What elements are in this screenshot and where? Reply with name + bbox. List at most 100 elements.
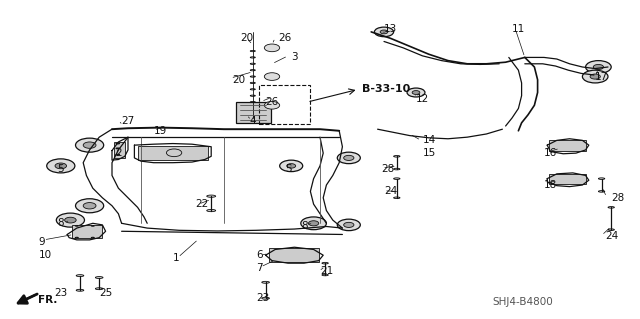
Ellipse shape — [598, 190, 605, 192]
Text: 14: 14 — [422, 135, 436, 145]
Ellipse shape — [76, 225, 78, 226]
Circle shape — [374, 27, 394, 37]
Bar — [138, 146, 208, 160]
Text: 23: 23 — [256, 293, 269, 303]
Ellipse shape — [394, 155, 400, 157]
Ellipse shape — [95, 288, 103, 290]
Text: 12: 12 — [416, 94, 429, 104]
Circle shape — [593, 64, 604, 70]
Bar — [236, 102, 271, 123]
Circle shape — [412, 91, 420, 94]
Bar — [549, 174, 586, 184]
Ellipse shape — [394, 168, 400, 170]
Text: 5: 5 — [58, 164, 64, 174]
Text: 24: 24 — [384, 186, 397, 197]
Text: 8: 8 — [58, 218, 64, 228]
Text: SHJ4-B4800: SHJ4-B4800 — [493, 297, 554, 308]
Text: 10: 10 — [38, 250, 52, 260]
Text: 25: 25 — [99, 287, 113, 298]
Circle shape — [337, 219, 360, 231]
Ellipse shape — [394, 197, 400, 198]
Text: 11: 11 — [512, 24, 525, 34]
Text: 6: 6 — [256, 250, 262, 260]
Bar — [549, 140, 586, 151]
Text: 23: 23 — [54, 287, 68, 298]
Ellipse shape — [250, 108, 255, 109]
Text: 7: 7 — [256, 263, 262, 273]
Text: B-33-10: B-33-10 — [362, 84, 410, 94]
Text: 20: 20 — [240, 33, 253, 43]
Circle shape — [76, 138, 104, 152]
Circle shape — [590, 74, 600, 79]
Circle shape — [287, 164, 296, 168]
Text: 18: 18 — [544, 180, 557, 190]
Text: 27: 27 — [122, 116, 135, 126]
Ellipse shape — [76, 237, 78, 238]
Ellipse shape — [91, 225, 95, 226]
Ellipse shape — [207, 195, 216, 197]
Ellipse shape — [250, 50, 255, 52]
Text: 1: 1 — [173, 253, 179, 263]
Ellipse shape — [608, 229, 614, 230]
Ellipse shape — [250, 63, 255, 64]
Ellipse shape — [322, 262, 328, 264]
Circle shape — [264, 44, 280, 52]
Ellipse shape — [598, 178, 605, 179]
Ellipse shape — [91, 237, 95, 238]
Text: 2: 2 — [115, 148, 122, 158]
Ellipse shape — [608, 207, 614, 208]
Circle shape — [55, 163, 67, 169]
Circle shape — [308, 221, 319, 226]
Ellipse shape — [250, 114, 255, 115]
Text: 21: 21 — [320, 266, 333, 276]
Circle shape — [264, 101, 280, 109]
Text: 19: 19 — [154, 126, 167, 136]
Circle shape — [56, 213, 84, 227]
Circle shape — [582, 70, 608, 83]
Circle shape — [337, 152, 360, 164]
Ellipse shape — [250, 70, 255, 71]
Ellipse shape — [250, 89, 255, 90]
Circle shape — [344, 155, 354, 160]
Text: 26: 26 — [278, 33, 292, 43]
Circle shape — [47, 159, 75, 173]
Circle shape — [407, 88, 425, 97]
Text: 17: 17 — [595, 71, 609, 82]
Ellipse shape — [207, 209, 216, 212]
Ellipse shape — [262, 281, 269, 283]
Ellipse shape — [250, 76, 255, 77]
Ellipse shape — [95, 277, 103, 278]
Circle shape — [301, 217, 326, 230]
Ellipse shape — [322, 274, 328, 276]
Ellipse shape — [76, 289, 84, 291]
Ellipse shape — [250, 57, 255, 58]
Bar — [114, 142, 125, 158]
Ellipse shape — [76, 275, 84, 277]
Bar — [269, 248, 319, 262]
Text: FR.: FR. — [38, 295, 58, 306]
Text: 15: 15 — [422, 148, 436, 158]
Circle shape — [586, 61, 611, 73]
Ellipse shape — [250, 95, 255, 96]
Text: 28: 28 — [381, 164, 394, 174]
Circle shape — [83, 203, 96, 209]
Circle shape — [76, 199, 104, 213]
Circle shape — [264, 73, 280, 80]
Text: 9: 9 — [38, 237, 45, 248]
Ellipse shape — [250, 101, 255, 103]
Circle shape — [83, 142, 96, 148]
Text: 4: 4 — [250, 116, 256, 126]
Circle shape — [380, 30, 388, 34]
Circle shape — [344, 222, 354, 227]
Text: 5: 5 — [285, 164, 291, 174]
Text: 8: 8 — [301, 221, 307, 232]
Text: 22: 22 — [195, 199, 209, 209]
Text: 24: 24 — [605, 231, 618, 241]
Text: 16: 16 — [544, 148, 557, 158]
Circle shape — [280, 160, 303, 172]
Text: 3: 3 — [291, 52, 298, 63]
Text: 28: 28 — [611, 193, 625, 203]
Ellipse shape — [262, 297, 269, 299]
Text: 26: 26 — [266, 97, 279, 107]
Text: 13: 13 — [384, 24, 397, 34]
